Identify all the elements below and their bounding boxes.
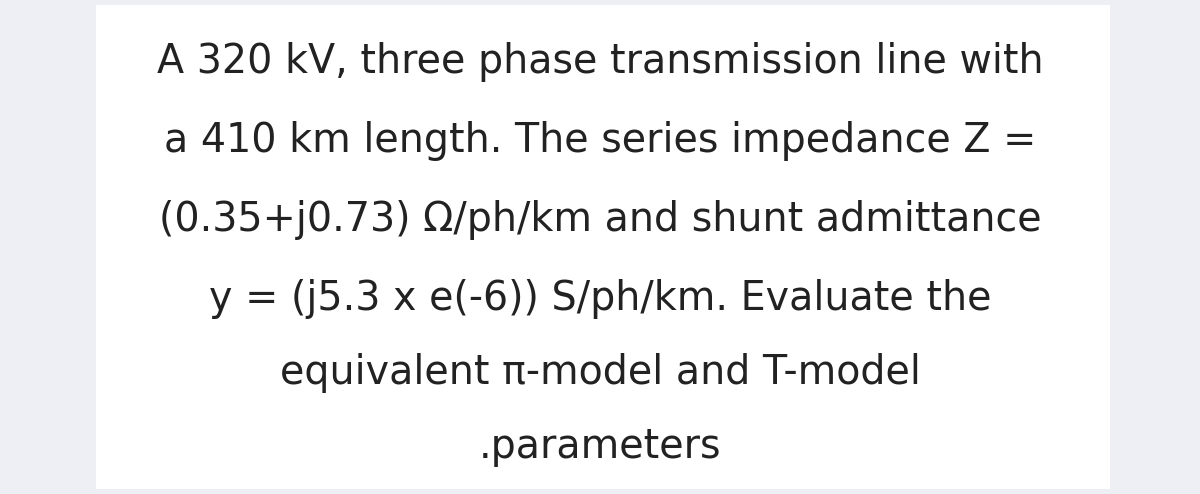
Text: equivalent π-model and T-model: equivalent π-model and T-model: [280, 353, 920, 393]
FancyBboxPatch shape: [96, 5, 1110, 489]
Text: .parameters: .parameters: [479, 427, 721, 467]
Text: a 410 km length. The series impedance Z =: a 410 km length. The series impedance Z …: [164, 121, 1036, 161]
Text: A 320 kV, three phase transmission line with: A 320 kV, three phase transmission line …: [157, 42, 1043, 82]
Text: (0.35+j0.73) Ω/ph/km and shunt admittance: (0.35+j0.73) Ω/ph/km and shunt admittanc…: [158, 200, 1042, 240]
Text: y = (j5.3 x e(-6)) S/ph/km. Evaluate the: y = (j5.3 x e(-6)) S/ph/km. Evaluate the: [209, 279, 991, 319]
